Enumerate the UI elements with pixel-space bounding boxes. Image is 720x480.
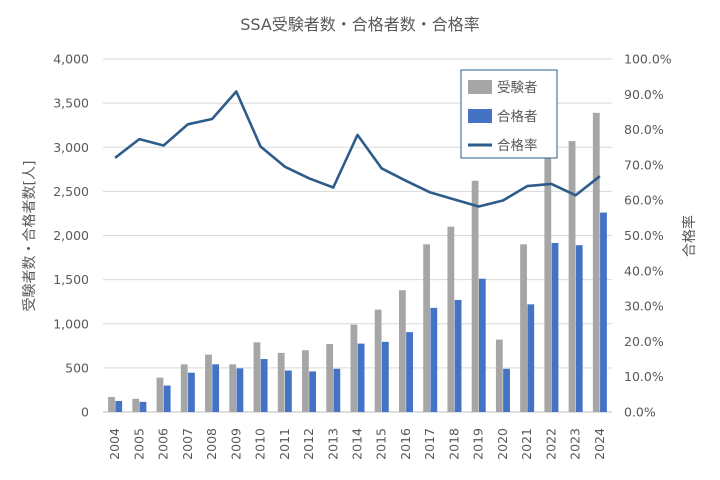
bar-passers [381, 341, 389, 412]
pass-rate-line [114, 90, 601, 208]
y-tick-label: 500 [65, 360, 89, 375]
y2-axis-title: 合格率 [681, 215, 698, 257]
bar-examinees [302, 350, 309, 412]
x-tick-label: 2010 [253, 428, 268, 460]
bar-passers [503, 368, 510, 412]
y-tick-label: 3,500 [53, 96, 89, 111]
bar-examinees [374, 309, 382, 412]
x-tick-label: 2015 [374, 428, 389, 460]
bar-examinees [277, 352, 285, 412]
x-tick-label: 2007 [180, 428, 195, 460]
bar-examinees [229, 364, 237, 412]
bar-passers [454, 299, 462, 412]
x-tick-label: 2004 [107, 428, 122, 460]
bar-passers [600, 212, 607, 412]
y2-tick-label: 70.0% [624, 157, 664, 172]
y2-tick-label: 80.0% [624, 122, 664, 137]
legend-swatch [468, 80, 492, 94]
x-tick-label: 2018 [446, 428, 461, 460]
bar-passers [575, 245, 583, 412]
bar-passers [212, 364, 220, 412]
bar-passers [309, 371, 317, 412]
bar-examinees [132, 398, 140, 412]
y-tick-label: 2,500 [53, 184, 89, 199]
bar-examinees [423, 244, 431, 412]
x-tick-label: 2011 [277, 428, 292, 460]
bar-examinees [180, 364, 188, 412]
bar-passers [139, 401, 147, 412]
legend-label: 合格率 [497, 137, 538, 154]
x-tick-label: 2024 [592, 428, 607, 460]
x-tick-label: 2008 [204, 428, 219, 460]
y2-tick-label: 10.0% [624, 369, 664, 384]
bar-passers [284, 370, 292, 412]
x-tick-label: 2012 [301, 428, 316, 460]
bar-examinees [326, 344, 334, 412]
y-tick-label: 2,000 [53, 228, 89, 243]
y-tick-label: 0 [81, 405, 89, 420]
y2-tick-label: 50.0% [624, 228, 664, 243]
y-tick-label: 1,000 [53, 316, 89, 331]
bar-passers [551, 243, 559, 412]
legend-swatch [468, 109, 492, 123]
x-tick-label: 2013 [325, 428, 340, 460]
bar-passers [527, 304, 535, 412]
bar-passers [236, 368, 244, 412]
legend-label: 合格者 [497, 109, 538, 125]
chart-title: SSA受験者数・合格者数・合格率 [240, 15, 480, 34]
bar-passers [333, 368, 341, 412]
bar-passers [478, 278, 486, 412]
bar-passers [430, 307, 438, 412]
bar-examinees [398, 290, 406, 412]
bar-passers [406, 332, 413, 412]
y2-tick-label: 90.0% [624, 87, 664, 102]
bar-passers [163, 385, 171, 412]
x-tick-label: 2019 [471, 428, 486, 460]
y2-tick-label: 60.0% [624, 193, 664, 208]
x-tick-label: 2014 [350, 428, 365, 460]
bar-examinees [253, 342, 261, 412]
x-tick-label: 2009 [228, 428, 243, 460]
y2-tick-label: 40.0% [624, 263, 664, 278]
x-tick-label: 2022 [543, 428, 558, 460]
y2-tick-label: 20.0% [624, 334, 664, 349]
x-tick-label: 2017 [422, 428, 437, 460]
bar-examinees [205, 354, 212, 412]
bar-examinees [495, 339, 503, 412]
bar-examinees [520, 244, 527, 412]
x-tick-label: 2021 [519, 428, 534, 460]
x-tick-label: 2016 [398, 428, 413, 460]
bar-examinees [544, 150, 552, 412]
x-tick-label: 2006 [156, 428, 171, 460]
bar-examinees [471, 180, 479, 412]
y-tick-label: 1,500 [53, 272, 89, 287]
x-tick-label: 2020 [495, 428, 510, 460]
bar-examinees [108, 396, 115, 412]
y-tick-label: 3,000 [53, 140, 89, 155]
bar-examinees [592, 112, 600, 413]
x-tick-label: 2005 [131, 428, 146, 460]
bar-passers [188, 372, 195, 412]
y2-tick-label: 30.0% [624, 299, 664, 314]
y2-tick-label: 0.0% [624, 405, 656, 420]
legend-label: 受験者 [497, 80, 538, 96]
y2-tick-label: 100.0% [624, 52, 672, 67]
bar-passers [357, 343, 365, 412]
bar-passers [115, 400, 123, 412]
bar-examinees [447, 226, 455, 412]
bar-examinees [350, 324, 358, 412]
bar-examinees [156, 377, 164, 412]
bar-passers [260, 359, 268, 412]
y-axis-title: 受験者数・合格者数[人] [22, 161, 38, 312]
bar-examinees [568, 141, 576, 412]
x-tick-label: 2023 [568, 428, 583, 460]
y-tick-label: 4,000 [53, 52, 89, 67]
